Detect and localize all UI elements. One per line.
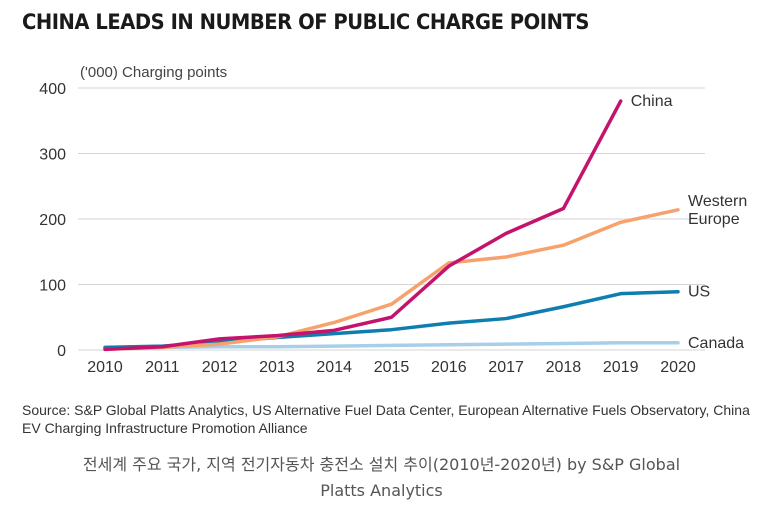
x-tick-2018: 2018 <box>546 359 582 376</box>
y-axis-label: ('000) Charging points <box>80 64 227 81</box>
y-tick-0: 0 <box>57 343 66 360</box>
series-line-us <box>103 289 680 350</box>
chart-title: CHINA LEADS IN NUMBER OF PUBLIC CHARGE P… <box>22 10 589 34</box>
series-label-western-europe: Western Europe <box>688 193 747 228</box>
series-label-china: China <box>631 93 673 110</box>
x-tick-2013: 2013 <box>259 359 295 376</box>
gridlines <box>78 87 705 351</box>
source-note: Source: S&P Global Platts Analytics, US … <box>22 402 750 436</box>
series-label-canada: Canada <box>688 335 744 352</box>
x-tick-2019: 2019 <box>603 359 639 376</box>
x-tick-2016: 2016 <box>431 359 467 376</box>
x-tick-2015: 2015 <box>374 359 410 376</box>
caption-line-2: Platts Analytics <box>320 481 443 500</box>
series-label-us: US <box>688 284 710 301</box>
x-tick-2011: 2011 <box>145 359 180 376</box>
x-tick-2017: 2017 <box>488 359 524 376</box>
x-tick-2012: 2012 <box>202 359 238 376</box>
caption-line-1: 전세계 주요 국가, 지역 전기자동차 충전소 설치 추이(2010년-2020… <box>82 455 681 474</box>
series-line-western-europe <box>103 208 680 352</box>
y-tick-400: 400 <box>39 81 66 98</box>
x-tick-2014: 2014 <box>316 359 352 376</box>
y-tick-300: 300 <box>39 147 66 164</box>
x-tick-2020: 2020 <box>660 359 696 376</box>
series-line-china <box>103 99 623 352</box>
x-tick-labels: 2010 2011 2012 2013 2014 2015 2016 2017 2018 2019… <box>87 359 696 376</box>
series-labels: Canada US Western Europe China <box>631 93 748 352</box>
x-tick-2010: 2010 <box>87 359 123 376</box>
y-tick-200: 200 <box>39 212 66 229</box>
y-tick-100: 100 <box>39 278 66 295</box>
caption: 전세계 주요 국가, 지역 전기자동차 충전소 설치 추이(2010년-2020… <box>0 452 763 504</box>
y-tick-labels: 0 100 200 300 400 <box>39 81 66 360</box>
series-lines <box>103 99 680 352</box>
